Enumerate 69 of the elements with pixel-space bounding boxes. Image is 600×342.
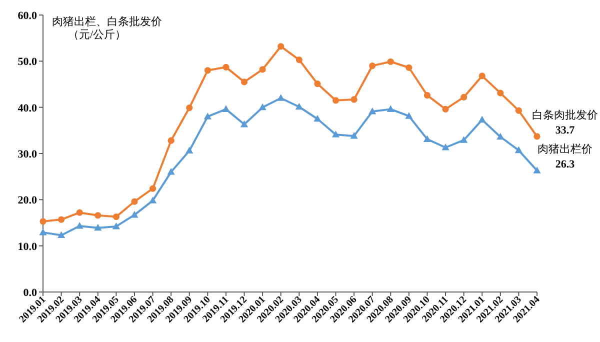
point (259, 66, 266, 73)
point (386, 105, 394, 112)
point (496, 132, 504, 140)
point (186, 104, 193, 112)
point (460, 94, 468, 100)
data-label: 33.7 (555, 124, 576, 136)
point (222, 64, 230, 70)
y-tick-label: 10.0 (18, 240, 38, 253)
point (423, 135, 432, 142)
point (278, 43, 284, 50)
point (94, 212, 102, 219)
point (258, 103, 266, 110)
y-tick-label: 30.0 (18, 148, 38, 160)
point (76, 209, 83, 216)
point (406, 64, 412, 71)
point (405, 112, 413, 119)
y-tick-label: 40.0 (18, 102, 38, 114)
point (478, 72, 486, 80)
point (57, 231, 66, 238)
point (332, 130, 340, 138)
point (295, 102, 303, 110)
point (350, 132, 358, 139)
point (204, 112, 212, 120)
point (149, 185, 156, 192)
point (478, 116, 486, 123)
point (186, 146, 194, 154)
point (442, 106, 449, 112)
point (168, 137, 174, 144)
series-label: 肉猪出栏价 (538, 142, 592, 156)
point (497, 90, 504, 96)
point (222, 105, 230, 112)
point (94, 224, 102, 231)
point (130, 210, 138, 218)
point (314, 114, 322, 122)
point (387, 58, 394, 65)
point (240, 78, 248, 86)
point (277, 94, 285, 101)
y-tick-label: 0.0 (23, 287, 38, 299)
point (534, 133, 540, 140)
point (424, 92, 431, 99)
point (332, 97, 340, 104)
point (296, 56, 302, 64)
point (112, 222, 120, 230)
point (314, 80, 321, 88)
point (369, 62, 376, 70)
y-tick-label: 20.0 (18, 194, 38, 207)
text: （元/公斤） (68, 28, 126, 41)
point (350, 96, 358, 103)
point (39, 228, 47, 236)
y-tick-label: 50.0 (18, 56, 38, 68)
point (514, 146, 523, 154)
series-label: 白条肉批发价 (532, 109, 598, 122)
point (76, 222, 84, 229)
point (442, 144, 450, 150)
point (167, 168, 175, 175)
point (112, 213, 120, 220)
point (240, 120, 248, 128)
point (131, 198, 138, 205)
point (148, 196, 157, 204)
point (533, 166, 541, 174)
point (460, 136, 468, 143)
chart-title: 肉猪出栏、白条批发价 (52, 15, 162, 28)
point (58, 216, 65, 223)
point (368, 107, 376, 114)
y-tick-label: 60.0 (18, 10, 38, 22)
data-label: 26.3 (555, 158, 576, 171)
point (40, 218, 46, 225)
point (204, 67, 211, 74)
point (515, 107, 522, 114)
